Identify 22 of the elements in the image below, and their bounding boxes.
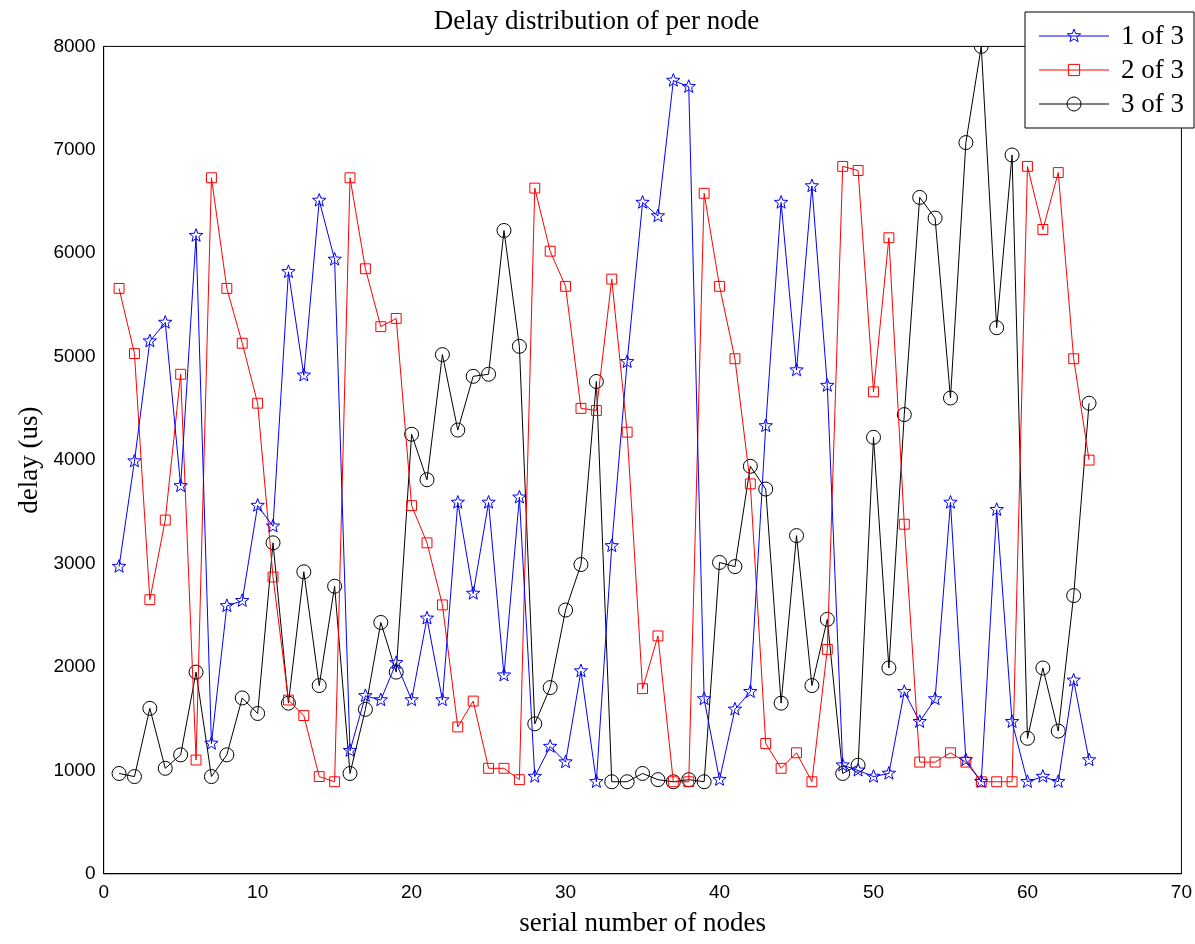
- y-tick-label: 3000: [53, 551, 96, 573]
- y-tick-label: 8000: [53, 34, 96, 56]
- y-tick-label: 7000: [53, 138, 96, 160]
- x-tick-label: 20: [401, 881, 423, 903]
- y-axis-title: delay (us): [13, 406, 44, 514]
- x-tick-label: 70: [1170, 881, 1192, 903]
- legend-label: 2 of 3: [1121, 54, 1185, 85]
- x-tick-label: 30: [555, 881, 577, 903]
- y-tick-label: 1000: [53, 758, 96, 780]
- legend-label: 1 of 3: [1121, 20, 1185, 51]
- y-tick-label: 2000: [53, 655, 96, 677]
- y-tick-label: 4000: [53, 448, 96, 470]
- x-tick-label: 40: [708, 881, 731, 903]
- x-tick-label: 60: [1016, 881, 1039, 903]
- x-tick-label: 10: [247, 881, 269, 903]
- chart-title: Delay distribution of per node: [433, 5, 760, 36]
- y-tick-label: 0: [85, 862, 96, 884]
- x-axis-title: serial number of nodes: [519, 906, 766, 937]
- y-tick-label: 6000: [53, 241, 96, 263]
- y-tick-label: 5000: [53, 344, 96, 366]
- x-tick-label: 50: [862, 881, 885, 903]
- legend-label: 3 of 3: [1121, 88, 1185, 119]
